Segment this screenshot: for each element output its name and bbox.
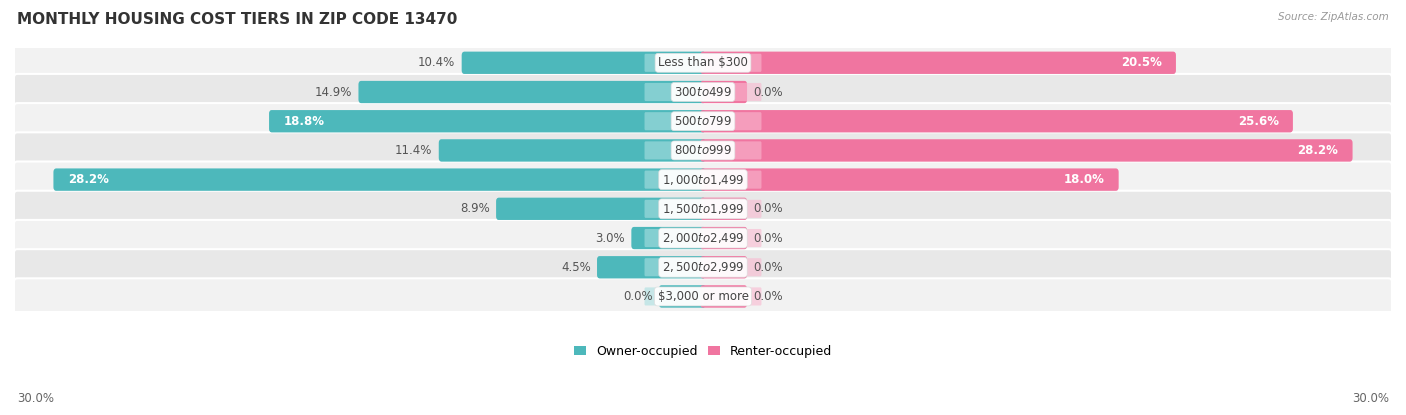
FancyBboxPatch shape — [700, 256, 747, 278]
FancyBboxPatch shape — [644, 54, 704, 72]
FancyBboxPatch shape — [700, 110, 1294, 132]
Text: 0.0%: 0.0% — [754, 203, 783, 215]
Text: 3.0%: 3.0% — [595, 232, 626, 244]
FancyBboxPatch shape — [496, 198, 706, 220]
FancyBboxPatch shape — [700, 227, 747, 249]
FancyBboxPatch shape — [700, 198, 747, 220]
FancyBboxPatch shape — [644, 200, 704, 218]
Text: 8.9%: 8.9% — [460, 203, 489, 215]
FancyBboxPatch shape — [439, 139, 706, 161]
Text: $1,500 to $1,999: $1,500 to $1,999 — [662, 202, 744, 216]
FancyBboxPatch shape — [14, 220, 1392, 256]
FancyBboxPatch shape — [644, 171, 704, 189]
FancyBboxPatch shape — [702, 288, 762, 305]
FancyBboxPatch shape — [598, 256, 706, 278]
Text: 18.8%: 18.8% — [284, 115, 325, 128]
FancyBboxPatch shape — [700, 168, 1119, 191]
FancyBboxPatch shape — [14, 249, 1392, 286]
FancyBboxPatch shape — [700, 198, 747, 220]
FancyBboxPatch shape — [598, 256, 706, 278]
Text: 25.6%: 25.6% — [1237, 115, 1278, 128]
Text: Less than $300: Less than $300 — [658, 56, 748, 69]
FancyBboxPatch shape — [659, 286, 706, 308]
FancyBboxPatch shape — [700, 139, 1353, 161]
FancyBboxPatch shape — [702, 54, 762, 72]
FancyBboxPatch shape — [700, 52, 1175, 74]
FancyBboxPatch shape — [359, 81, 706, 103]
Text: 14.9%: 14.9% — [315, 85, 352, 98]
FancyBboxPatch shape — [644, 112, 704, 130]
FancyBboxPatch shape — [14, 161, 1392, 198]
Text: $1,000 to $1,499: $1,000 to $1,499 — [662, 173, 744, 187]
Text: 4.5%: 4.5% — [561, 261, 591, 274]
FancyBboxPatch shape — [14, 45, 1392, 81]
Text: $500 to $799: $500 to $799 — [673, 115, 733, 128]
FancyBboxPatch shape — [644, 229, 704, 247]
FancyBboxPatch shape — [439, 139, 706, 161]
FancyBboxPatch shape — [702, 200, 762, 218]
FancyBboxPatch shape — [53, 168, 706, 191]
FancyBboxPatch shape — [14, 103, 1392, 139]
FancyBboxPatch shape — [14, 278, 1392, 315]
FancyBboxPatch shape — [496, 198, 706, 220]
FancyBboxPatch shape — [702, 258, 762, 276]
FancyBboxPatch shape — [53, 168, 706, 191]
Text: $300 to $499: $300 to $499 — [673, 85, 733, 98]
Text: $2,000 to $2,499: $2,000 to $2,499 — [662, 231, 744, 245]
FancyBboxPatch shape — [644, 142, 704, 159]
FancyBboxPatch shape — [14, 74, 1392, 110]
FancyBboxPatch shape — [644, 258, 704, 276]
FancyBboxPatch shape — [702, 229, 762, 247]
FancyBboxPatch shape — [700, 81, 747, 103]
Text: 11.4%: 11.4% — [395, 144, 433, 157]
Text: MONTHLY HOUSING COST TIERS IN ZIP CODE 13470: MONTHLY HOUSING COST TIERS IN ZIP CODE 1… — [17, 12, 457, 27]
Text: $2,500 to $2,999: $2,500 to $2,999 — [662, 260, 744, 274]
FancyBboxPatch shape — [700, 286, 747, 308]
Text: 0.0%: 0.0% — [754, 232, 783, 244]
Text: $800 to $999: $800 to $999 — [673, 144, 733, 157]
Text: 10.4%: 10.4% — [418, 56, 456, 69]
FancyBboxPatch shape — [700, 110, 1294, 132]
FancyBboxPatch shape — [659, 286, 706, 308]
Text: 28.2%: 28.2% — [67, 173, 108, 186]
FancyBboxPatch shape — [631, 227, 706, 249]
FancyBboxPatch shape — [700, 227, 747, 249]
FancyBboxPatch shape — [700, 81, 747, 103]
FancyBboxPatch shape — [14, 191, 1392, 227]
Text: 0.0%: 0.0% — [754, 85, 783, 98]
FancyBboxPatch shape — [702, 83, 762, 101]
Text: 18.0%: 18.0% — [1063, 173, 1104, 186]
FancyBboxPatch shape — [14, 132, 1392, 168]
Text: 20.5%: 20.5% — [1121, 56, 1161, 69]
Text: 30.0%: 30.0% — [1353, 392, 1389, 405]
Text: Source: ZipAtlas.com: Source: ZipAtlas.com — [1278, 12, 1389, 22]
FancyBboxPatch shape — [269, 110, 706, 132]
FancyBboxPatch shape — [700, 256, 747, 278]
Text: 28.2%: 28.2% — [1298, 144, 1339, 157]
FancyBboxPatch shape — [644, 83, 704, 101]
FancyBboxPatch shape — [461, 52, 706, 74]
FancyBboxPatch shape — [461, 52, 706, 74]
FancyBboxPatch shape — [700, 139, 1353, 161]
Text: 0.0%: 0.0% — [754, 290, 783, 303]
FancyBboxPatch shape — [700, 52, 1175, 74]
FancyBboxPatch shape — [702, 112, 762, 130]
FancyBboxPatch shape — [700, 286, 747, 308]
Text: 0.0%: 0.0% — [754, 261, 783, 274]
FancyBboxPatch shape — [644, 288, 704, 305]
FancyBboxPatch shape — [631, 227, 706, 249]
FancyBboxPatch shape — [269, 110, 706, 132]
Text: $3,000 or more: $3,000 or more — [658, 290, 748, 303]
Text: 0.0%: 0.0% — [623, 290, 652, 303]
Legend: Owner-occupied, Renter-occupied: Owner-occupied, Renter-occupied — [568, 339, 838, 363]
FancyBboxPatch shape — [359, 81, 706, 103]
FancyBboxPatch shape — [702, 171, 762, 189]
FancyBboxPatch shape — [700, 168, 1119, 191]
Text: 30.0%: 30.0% — [17, 392, 53, 405]
FancyBboxPatch shape — [702, 142, 762, 159]
